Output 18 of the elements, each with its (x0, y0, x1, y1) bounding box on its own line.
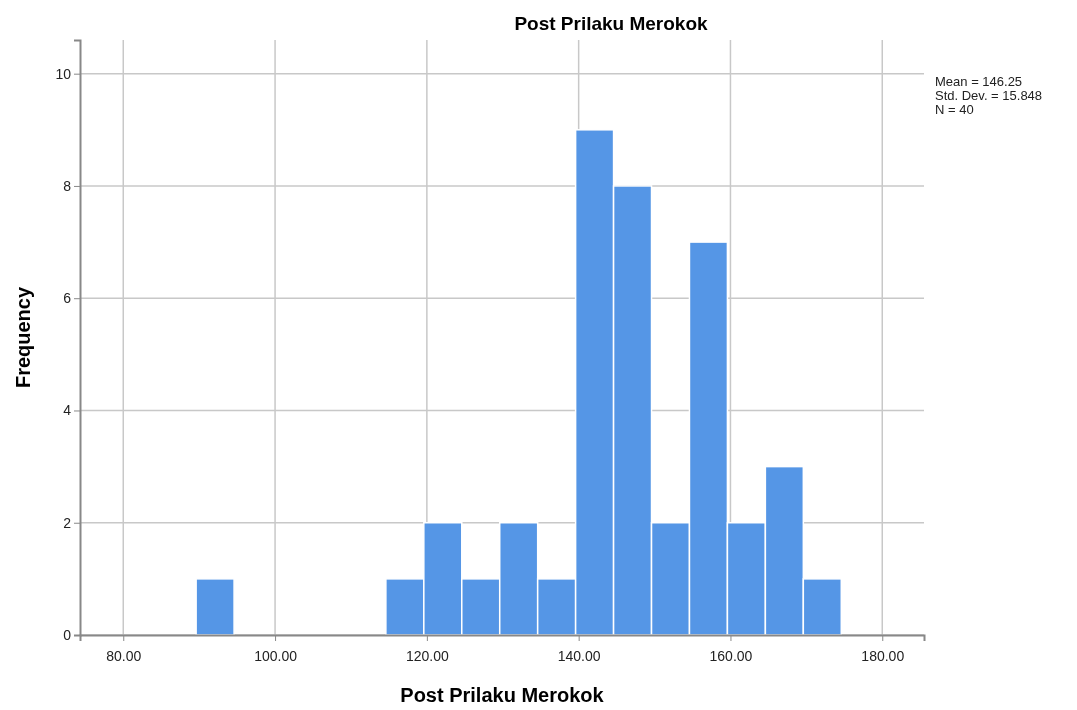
x-tick-label: 80.00 (106, 647, 142, 664)
text: N = 40 (935, 102, 974, 117)
text: Std. Dev. = 15.848 (935, 88, 1043, 103)
y-tick-label: 0 (63, 626, 72, 643)
y-tick-label: 4 (63, 402, 72, 419)
x-tick-label: 120.00 (405, 647, 449, 664)
x-axis-title: Post Prilaku Merokok (400, 684, 605, 706)
chart-title: Post Prilaku Merokok (514, 13, 709, 34)
text: Mean = 146.25 (935, 74, 1023, 89)
y-tick-label: 10 (55, 65, 72, 82)
y-tick-label: 8 (63, 177, 72, 194)
y-axis-title: Frequency (12, 286, 34, 389)
y-tick-label: 2 (63, 514, 72, 531)
y-tick-label: 6 (63, 290, 72, 307)
x-tick-label: 160.00 (709, 647, 753, 664)
x-tick-label: 100.00 (254, 647, 298, 664)
x-tick-label: 180.00 (861, 647, 905, 664)
x-tick-label: 140.00 (557, 647, 601, 664)
